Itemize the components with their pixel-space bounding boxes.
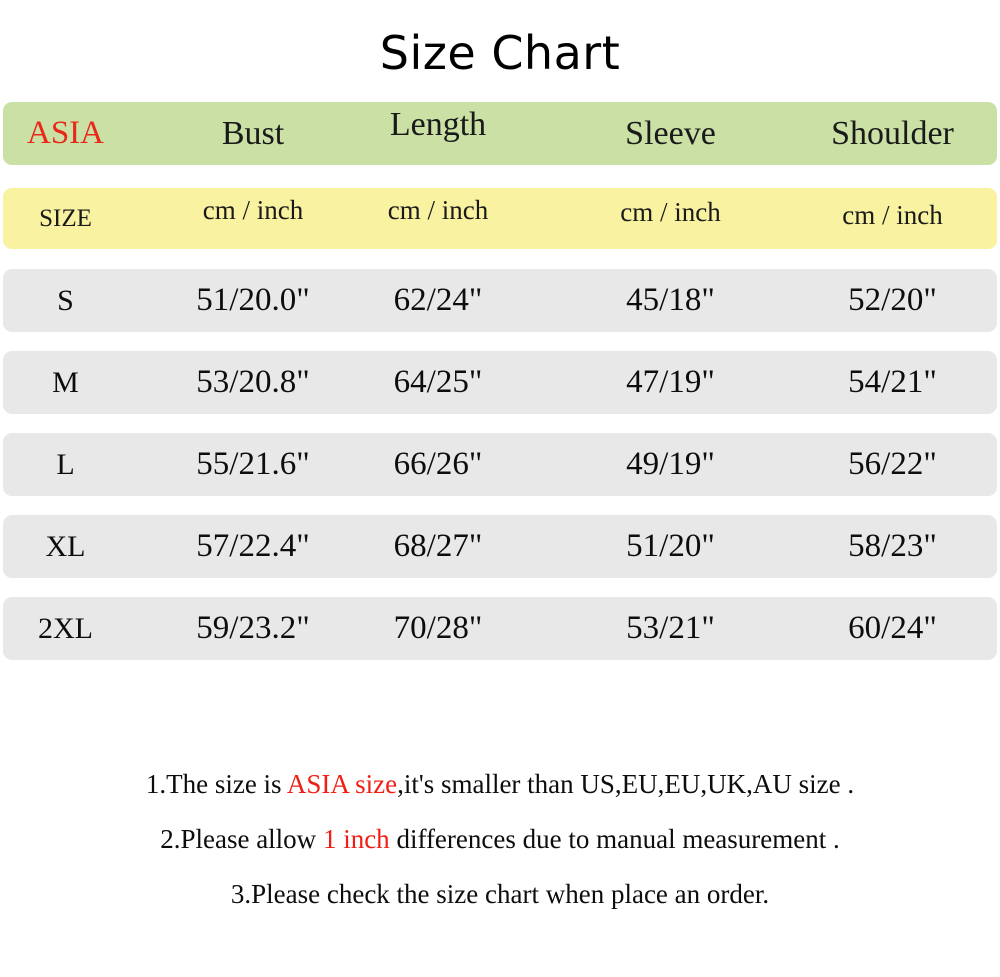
- units-cell-length: cm / inch: [387, 195, 489, 225]
- note-highlight: ASIA size: [286, 769, 398, 799]
- cell-length: 64/25": [393, 364, 483, 400]
- header-cell-shoulder: Shoulder: [831, 114, 954, 152]
- cell-bust: 59/23.2": [196, 610, 310, 646]
- note-prefix: 2.Please allow: [160, 824, 323, 854]
- header-cell-length: Length: [389, 106, 487, 143]
- units-cell-sleeve: cm / inch: [620, 197, 721, 227]
- page-title: Size Chart: [379, 26, 621, 80]
- cell-length: 70/28": [393, 610, 483, 646]
- cell-sleeve: 51/20": [626, 528, 715, 564]
- table-row: XL 57/22.4" 68/27" 51/20" 58/23": [3, 515, 997, 578]
- cell-shoulder: 56/22": [848, 446, 937, 482]
- note-highlight: 1 inch: [322, 824, 390, 854]
- table-row: S 51/20.0" 62/24" 45/18" 52/20": [3, 269, 997, 332]
- note-item: 1.The size is ASIA size,it's smaller tha…: [0, 757, 1000, 812]
- cell-bust: 53/20.8": [196, 364, 310, 400]
- note-prefix: 1.The size is: [145, 769, 287, 799]
- header-cell-sleeve: Sleeve: [625, 114, 716, 152]
- cell-length: 66/26": [393, 446, 483, 482]
- cell-bust: 57/22.4": [196, 528, 310, 564]
- cell-size: S: [57, 283, 74, 317]
- table-row: M 53/20.8" 64/25" 47/19" 54/21": [3, 351, 997, 414]
- cell-size: L: [56, 447, 75, 481]
- cell-sleeve: 45/18": [626, 282, 715, 318]
- table-row: L 55/21.6" 66/26" 49/19" 56/22": [3, 433, 997, 496]
- table-units-row: SIZE cm / inch cm / inch cm / inch cm / …: [3, 188, 997, 249]
- notes-section: 1.The size is ASIA size,it's smaller tha…: [0, 757, 1000, 922]
- cell-size: 2XL: [38, 611, 93, 645]
- cell-length: 62/24": [393, 282, 483, 318]
- note-item: 2.Please allow 1 inch differences due to…: [0, 812, 1000, 867]
- table-row: 2XL 59/23.2" 70/28" 53/21" 60/24": [3, 597, 997, 660]
- cell-shoulder: 54/21": [848, 364, 937, 400]
- cell-sleeve: 53/21": [626, 610, 715, 646]
- cell-sleeve: 47/19": [626, 364, 715, 400]
- note-suffix: differences due to manual measurement .: [389, 824, 840, 854]
- cell-size: XL: [45, 529, 86, 563]
- units-cell-shoulder: cm / inch: [842, 200, 943, 230]
- cell-bust: 51/20.0": [196, 282, 310, 318]
- header-cell-bust: Bust: [221, 114, 285, 152]
- note-prefix: 3.Please check the size chart when place…: [230, 879, 770, 909]
- size-chart-table: ASIA Bust Length Sleeve Shoulder SIZE cm…: [3, 102, 997, 679]
- cell-bust: 55/21.6": [196, 446, 310, 482]
- cell-length: 68/27": [393, 528, 483, 564]
- cell-shoulder: 60/24": [848, 610, 937, 646]
- units-cell-bust: cm / inch: [202, 195, 304, 225]
- table-header-row: ASIA Bust Length Sleeve Shoulder: [3, 102, 997, 165]
- cell-size: M: [52, 365, 79, 399]
- cell-sleeve: 49/19": [626, 446, 715, 482]
- units-cell-size: SIZE: [39, 204, 92, 232]
- cell-shoulder: 58/23": [848, 528, 937, 564]
- note-item: 3.Please check the size chart when place…: [0, 867, 1000, 922]
- cell-shoulder: 52/20": [848, 282, 937, 318]
- note-suffix: ,it's smaller than US,EU,EU,UK,AU size .: [397, 769, 855, 799]
- header-cell-region: ASIA: [26, 115, 104, 151]
